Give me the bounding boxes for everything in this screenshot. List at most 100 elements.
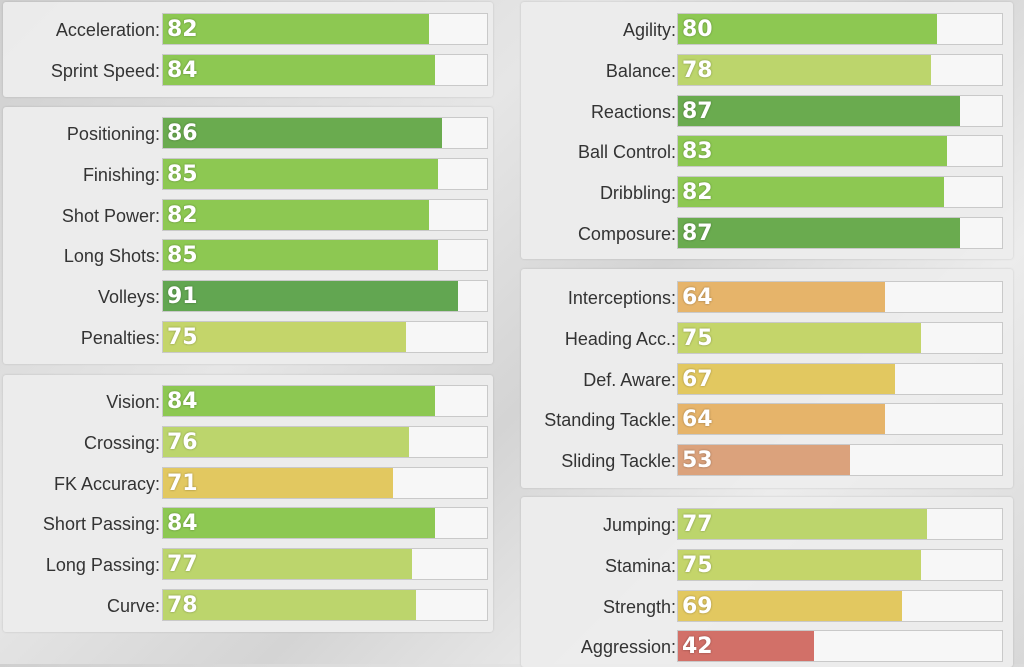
stat-label-colon: : [670,410,676,431]
stat-label-text: Jumping [602,515,671,535]
stat-label-text: Acceleration [55,20,155,40]
stat-label: Vision: [3,385,160,419]
panel-defending: Interceptions: 64 Heading Acc.: 75 Def. Awar… [521,269,1013,488]
stat-value: 91 [167,284,198,310]
stat-label-text: Stamina [604,555,671,576]
stat-row-aggression: Aggression: 42 [521,630,1013,664]
stat-row-heading-acc: Heading Acc.: 75 [521,321,1013,356]
stat-label-colon: : [670,183,676,204]
stat-bar-track: 82 [162,13,488,45]
stat-bar-track: 87 [677,94,1003,127]
stat-row-sprint-speed: Sprint Speed: 84 [3,53,493,88]
stat-row-ball-control: Ball Control: 83 [521,135,1013,169]
stat-row-fk-accuracy: FK Accuracy: 71 [3,466,493,501]
stat-value: 83 [682,139,713,165]
stat-row-reactions: Reactions: 87 [521,94,1013,129]
stat-value: 67 [682,366,713,392]
stat-label: Jumping: [521,508,676,542]
stat-row-short-passing: Short Passing: 84 [3,507,493,541]
stat-value: 80 [682,17,713,42]
stat-bar-track: 80 [677,13,1003,45]
stat-row-volleys: Volleys: 91 [3,280,493,314]
stat-label-text: Ball Control [577,142,671,163]
stat-value: 69 [682,593,713,619]
stat-bar-fill [163,426,410,457]
stat-label: Composure: [521,217,676,251]
stat-bar-track: 53 [677,444,1003,477]
stat-value: 76 [167,429,198,455]
stat-bar-track: 67 [677,362,1003,395]
stat-label-colon: : [154,328,160,348]
stat-label-colon: : [154,287,160,308]
stat-label-text: Long Shots [63,246,155,267]
stat-bar-track: 64 [677,403,1003,436]
stat-row-finishing: Finishing: 85 [3,157,493,192]
stat-value: 77 [682,512,713,537]
stat-bar-track: 82 [677,176,1003,209]
stat-bar-track: 84 [162,507,488,540]
panel-dribbling: Agility: 80 Balance: 78 Reactions: 87 Ball Con… [521,2,1013,259]
stat-row-crossing: Crossing: 76 [3,425,493,460]
stat-row-stamina: Stamina: 75 [521,548,1013,583]
stat-label-colon: : [154,392,160,412]
stat-label-colon: : [670,596,676,617]
stat-label-text: Strength [602,596,671,617]
stat-bar-fill [163,549,413,580]
stat-label: Heading Acc.: [521,322,676,356]
stat-value: 87 [682,98,713,124]
stat-label-text: Heading Acc. [564,328,671,349]
stat-label: Acceleration: [3,13,160,47]
stat-label: Standing Tackle: [521,403,676,437]
stat-label-text: Def. Aware [583,369,671,390]
stat-bar-track: 78 [162,589,488,621]
stat-label-text: Dribbling [599,183,671,204]
stat-bar-fill [163,240,439,271]
stat-bar-fill [678,549,921,580]
stat-bar-fill [678,631,815,662]
stat-label-text: Positioning [66,124,155,144]
stat-label-text: Composure [577,224,671,244]
stat-bar-fill [678,14,938,44]
stat-label-colon: : [154,514,160,535]
stat-label-colon: : [154,205,160,226]
panel-pace: Acceleration: 82 Sprint Speed: 84 [3,2,493,97]
stat-label-colon: : [670,637,676,658]
stat-row-vision: Vision: 84 [3,385,493,419]
stat-bar-track: 42 [677,630,1003,663]
stat-row-standing-tackle: Standing Tackle: 64 [521,403,1013,437]
stat-bar-track: 69 [677,589,1003,622]
stat-label-text: Crossing [83,432,155,453]
stat-label: Interceptions: [521,281,676,315]
stat-label-text: Shot Power [61,205,155,226]
stat-label-text: Balance [605,60,671,81]
stat-bar-track: 82 [162,198,488,231]
stat-value: 78 [167,593,198,618]
stat-bar-fill [678,445,850,476]
stat-row-jumping: Jumping: 77 [521,508,1013,542]
stat-label-text: Reactions [590,101,671,122]
stat-value: 84 [167,511,198,537]
stat-row-positioning: Positioning: 86 [3,117,493,151]
stat-label: Long Passing: [3,548,160,582]
stat-label-colon: : [670,60,676,81]
stat-label: Long Shots: [3,239,160,273]
stat-label-text: Long Passing [45,555,155,576]
stat-row-strength: Strength: 69 [521,589,1013,624]
stat-bar-track: 91 [162,280,488,313]
stat-bar-fill [163,14,429,44]
stat-label-text: Finishing [82,164,155,185]
stat-label-colon: : [154,60,160,81]
stat-value: 71 [167,470,198,496]
stat-label-text: Curve [106,596,155,616]
stat-row-acceleration: Acceleration: 82 [3,13,493,47]
stat-label-colon: : [670,142,676,163]
stat-label: Ball Control: [521,135,676,169]
stat-label: Def. Aware: [521,363,676,397]
stat-label-colon: : [670,555,676,576]
stat-label: Shot Power: [3,199,160,233]
stat-bar-track: 77 [677,508,1003,540]
stat-label-text: Interceptions [567,288,671,308]
stat-value: 85 [167,243,198,269]
stat-label-colon: : [670,288,676,308]
stat-bar-fill [163,508,436,539]
